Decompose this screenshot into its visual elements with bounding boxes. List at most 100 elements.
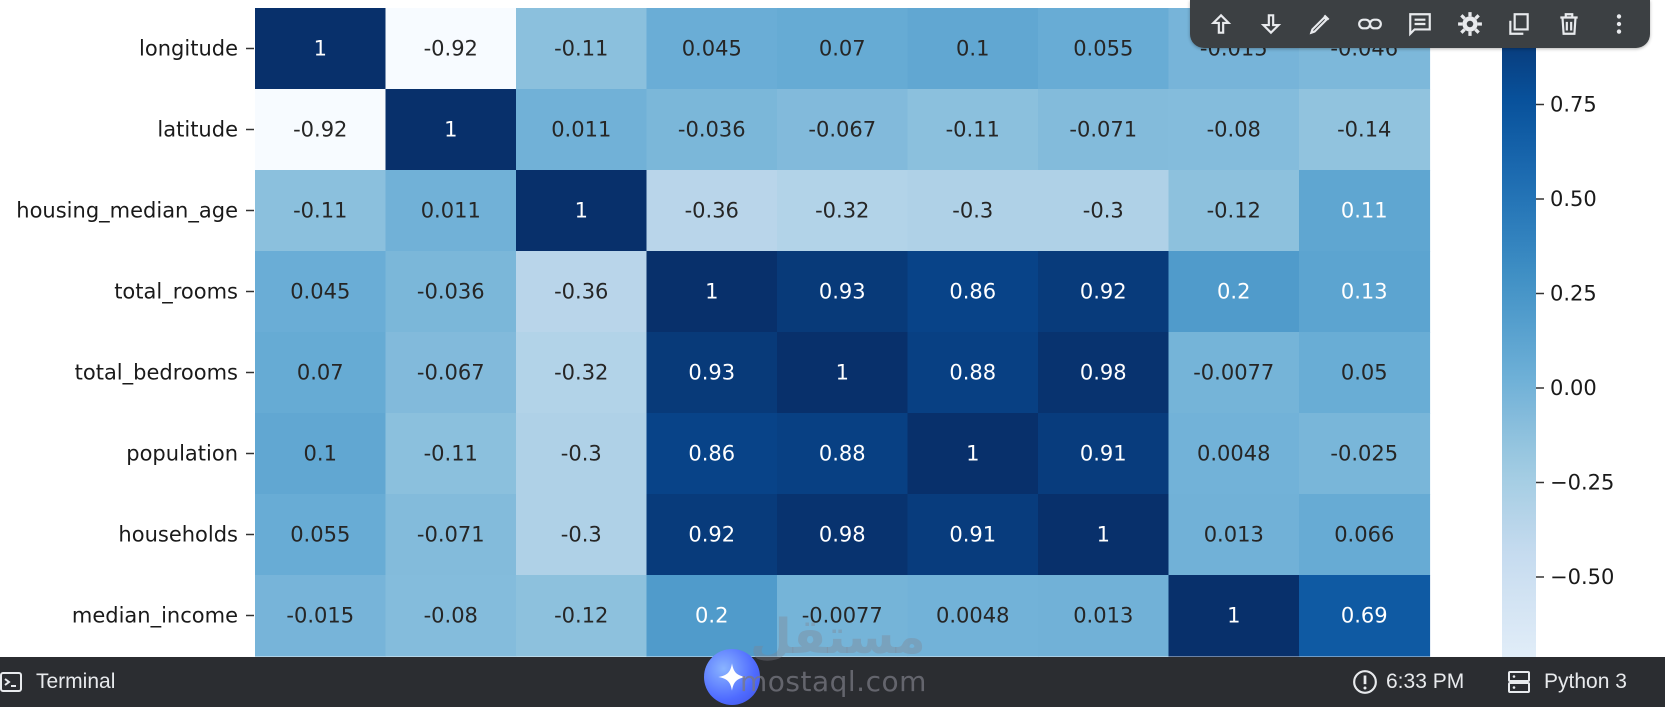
cell-value: 0.13 [1341, 280, 1388, 304]
edit-button[interactable] [1300, 4, 1340, 44]
row-label: housing_median_age [16, 199, 238, 224]
runtime-status[interactable]: 6:33 PM [1352, 657, 1464, 707]
cell-value: 0.93 [819, 280, 866, 304]
heatmap-cell [1168, 413, 1300, 495]
cell-value: 0.69 [1341, 604, 1388, 628]
more-button[interactable] [1599, 4, 1639, 44]
cell-value: -0.12 [554, 604, 608, 628]
cell-value: -0.32 [554, 361, 608, 385]
cell-value: -0.025 [1330, 442, 1398, 466]
heatmap-cell [907, 170, 1039, 252]
cell-value: 0.88 [949, 361, 996, 385]
heatmap-cell [385, 332, 517, 414]
cell-value: 0.86 [949, 280, 996, 304]
row-label: median_income [72, 604, 238, 629]
colorbar-tick-label: 0.50 [1550, 187, 1597, 211]
link-icon [1358, 18, 1383, 30]
heatmap-cell [1168, 170, 1300, 252]
heatmap-cell [646, 89, 778, 171]
heatmap-cell [385, 89, 517, 171]
heatmap-cell [385, 413, 517, 495]
cell-value: -0.11 [424, 442, 478, 466]
heatmap-cell [1038, 575, 1170, 657]
heatmap-cell [1038, 413, 1170, 495]
cell-value: -0.11 [554, 37, 608, 61]
heatmap-cell [1168, 332, 1300, 414]
heatmap-cell [1168, 575, 1300, 657]
cell-value: 0.92 [688, 523, 735, 547]
heatmap-cell [516, 251, 648, 333]
heatmap-cell [1299, 494, 1431, 576]
cell-value: 0.98 [1080, 361, 1127, 385]
heatmap-cell [777, 494, 909, 576]
heatmap-cell [646, 413, 778, 495]
comment-button[interactable] [1400, 4, 1440, 44]
heatmap-cell [646, 170, 778, 252]
heatmap-cell [1168, 251, 1300, 333]
cell-value: 0.92 [1080, 280, 1127, 304]
cell-value: -0.36 [685, 199, 739, 223]
heatmap-cell [385, 575, 517, 657]
heatmap-cell [385, 494, 517, 576]
cell-value: -0.067 [417, 361, 485, 385]
cell-value: 0.88 [819, 442, 866, 466]
row-label: longitude [139, 37, 238, 61]
terminal-icon [0, 672, 22, 692]
heatmap-cell [1299, 413, 1431, 495]
heatmap-cell [777, 575, 909, 657]
cell-value: 1 [444, 118, 457, 142]
cell-value: -0.3 [561, 442, 602, 466]
heatmap-cell [646, 332, 778, 414]
heatmap-cell [255, 332, 387, 414]
heatmap-cell [646, 494, 778, 576]
heatmap-cell [516, 332, 648, 414]
settings-button[interactable] [1450, 4, 1490, 44]
cell-value: 0.07 [297, 361, 344, 385]
cell-value: -0.92 [293, 118, 347, 142]
colorbar-gradient [1502, 0, 1536, 657]
cell-value: 0.055 [290, 523, 350, 547]
heatmap-cell [907, 251, 1039, 333]
terminal-button[interactable]: Terminal [0, 657, 115, 707]
move-down-button[interactable] [1251, 4, 1291, 44]
cell-value: 0.1 [956, 37, 989, 61]
heatmap-cell [1168, 494, 1300, 576]
status-bar: Terminal مستقل mostaql.com 6:33 PM Pytho… [0, 609, 1665, 707]
heatmap-cell [1038, 89, 1170, 171]
kernel-selector[interactable]: Python 3 [1508, 657, 1627, 707]
colorbar-tick-label: 0.25 [1550, 282, 1597, 306]
sparkle-icon [718, 663, 746, 691]
cell-value: -0.0077 [802, 604, 883, 628]
move-up-button[interactable] [1201, 4, 1241, 44]
kernel-label: Python 3 [1544, 670, 1627, 693]
time-label: 6:33 PM [1386, 670, 1465, 693]
heatmap-cell [1299, 251, 1431, 333]
heatmap-cell [1038, 494, 1170, 576]
cell-value: -0.3 [1083, 199, 1124, 223]
cell-value: 0.05 [1341, 361, 1388, 385]
row-label: population [126, 442, 238, 466]
cell-value: -0.08 [1207, 118, 1261, 142]
more-icon [1616, 14, 1622, 34]
heatmap-cell [385, 8, 517, 90]
row-label: households [118, 523, 238, 547]
heatmap-cell [1168, 89, 1300, 171]
heatmap-cell [516, 89, 648, 171]
mirror-button[interactable] [1499, 4, 1539, 44]
heatmap-cell [516, 494, 648, 576]
cell-value: 0.045 [290, 280, 350, 304]
heatmap-cell [646, 251, 778, 333]
cell-value: 0.013 [1204, 523, 1264, 547]
correlation-heatmap: 1 -0.92 -0.11 0.045 0.07 0.1 0.055 -0.015 -0.046… [16, 0, 1614, 657]
heatmap-cell [907, 413, 1039, 495]
colorbar-tick-label: 0.75 [1550, 93, 1597, 117]
link-button[interactable] [1350, 4, 1390, 44]
cell-value: 0.0048 [1197, 442, 1270, 466]
heatmap-cell [777, 413, 909, 495]
cell-value: 0.0048 [936, 604, 1009, 628]
heatmap-cell [255, 8, 387, 90]
delete-button[interactable] [1549, 4, 1589, 44]
cell-value: -0.015 [286, 604, 354, 628]
cell-value: 1 [1097, 523, 1110, 547]
gemini-button[interactable] [704, 649, 760, 705]
